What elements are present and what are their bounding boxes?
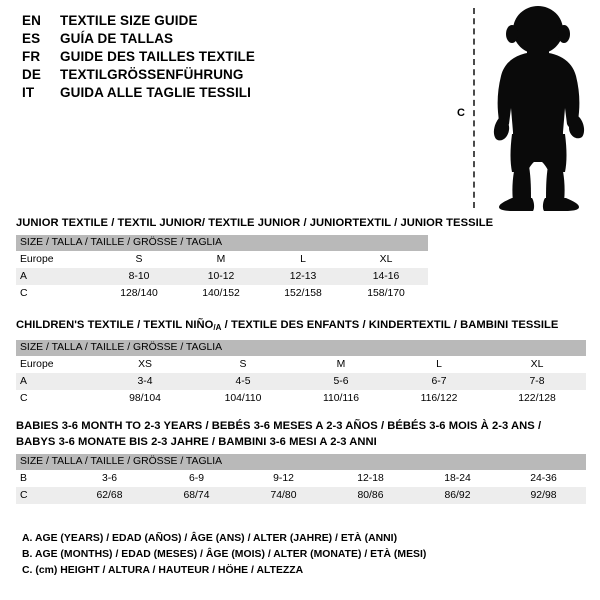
cell: 18-24 (414, 470, 501, 487)
table-band-row: SIZE / TALLA / TAILLE / GRÖSSE / TAGLIA (16, 235, 429, 251)
section-title-babies-line2: BABYS 3-6 MONATE BIS 2-3 JAHRE / BAMBINI… (16, 436, 377, 448)
language-code: ES (22, 31, 41, 46)
cell: 116/122 (390, 390, 488, 407)
row-label: Europe (16, 356, 96, 373)
cell: 98/104 (96, 390, 194, 407)
table-row: B 3-6 6-9 9-12 12-18 18-24 24-36 (16, 470, 587, 487)
cell: 62/68 (66, 487, 153, 504)
cell: 3-6 (66, 470, 153, 487)
cell: 5-6 (292, 373, 390, 390)
junior-size-table: SIZE / TALLA / TAILLE / GRÖSSE / TAGLIA … (16, 235, 429, 302)
cell: 140/152 (180, 285, 262, 302)
language-row: FR GUIDE DES TAILLES TEXTILE (22, 48, 442, 66)
row-label: A (16, 373, 96, 390)
language-code: FR (22, 49, 41, 64)
table-row: C 128/140 140/152 152/158 158/170 (16, 285, 429, 302)
language-row: IT GUIDA ALLE TAGLIE TESSILI (22, 84, 442, 102)
language-row: ES GUÍA DE TALLAS (22, 30, 442, 48)
language-row: DE TEXTILGRÖSSENFÜHRUNG (22, 66, 442, 84)
legend-line-b: B. AGE (MONTHS) / EDAD (MESES) / ÂGE (MO… (22, 549, 427, 560)
cell: M (180, 251, 262, 268)
height-dashed-guideline (473, 8, 475, 208)
cell: 7-8 (488, 373, 587, 390)
language-title: GUIDA ALLE TAGLIE TESSILI (60, 85, 251, 100)
language-code: IT (22, 85, 35, 100)
cell: 6-7 (390, 373, 488, 390)
row-label: C (16, 390, 96, 407)
language-title: GUÍA DE TALLAS (60, 31, 174, 46)
language-title: TEXTILGRÖSSENFÜHRUNG (60, 67, 244, 82)
cell: S (98, 251, 180, 268)
children-size-table: SIZE / TALLA / TAILLE / GRÖSSE / TAGLIA … (16, 340, 587, 407)
band-label: SIZE / TALLA / TAILLE / GRÖSSE / TAGLIA (16, 340, 587, 356)
cell: 128/140 (98, 285, 180, 302)
band-label: SIZE / TALLA / TAILLE / GRÖSSE / TAGLIA (16, 235, 429, 251)
toddler-silhouette-icon (493, 6, 585, 211)
band-label: SIZE / TALLA / TAILLE / GRÖSSE / TAGLIA (16, 454, 587, 470)
table-row: C 98/104 104/110 110/116 116/122 122/128 (16, 390, 587, 407)
section-junior-textile: JUNIOR TEXTILE / TEXTIL JUNIOR/ TEXTILE … (16, 216, 494, 302)
cell: 92/98 (501, 487, 587, 504)
cell: 12-13 (262, 268, 344, 285)
height-measure-label: C (457, 107, 465, 119)
table-band-row: SIZE / TALLA / TAILLE / GRÖSSE / TAGLIA (16, 454, 587, 470)
cell: 122/128 (488, 390, 587, 407)
cell: XS (96, 356, 194, 373)
table-row: A 3-4 4-5 5-6 6-7 7-8 (16, 373, 587, 390)
cell: 6-9 (153, 470, 240, 487)
section-title-babies-line1: BABIES 3-6 MONTH TO 2-3 YEARS / BEBÉS 3-… (16, 420, 542, 432)
cell: 9-12 (240, 470, 327, 487)
cell: 74/80 (240, 487, 327, 504)
row-label: A (16, 268, 98, 285)
cell: 68/74 (153, 487, 240, 504)
cell: XL (344, 251, 429, 268)
cell: 24-36 (501, 470, 587, 487)
section-title-children-post: / TEXTILE DES ENFANTS / KINDERTEXTIL / B… (221, 319, 559, 331)
language-row: EN TEXTILE SIZE GUIDE (22, 12, 442, 30)
cell: 4-5 (194, 373, 292, 390)
legend-line-c: C. (cm) HEIGHT / ALTURA / HAUTEUR / HÖHE… (22, 565, 304, 576)
table-band-row: SIZE / TALLA / TAILLE / GRÖSSE / TAGLIA (16, 340, 587, 356)
table-row: C 62/68 68/74 74/80 80/86 86/92 92/98 (16, 487, 587, 504)
cell: S (194, 356, 292, 373)
table-row: A 8-10 10-12 12-13 14-16 (16, 268, 429, 285)
legend-line-a: A. AGE (YEARS) / EDAD (AÑOS) / ÂGE (ANS)… (22, 533, 398, 544)
cell: 110/116 (292, 390, 390, 407)
cell: L (390, 356, 488, 373)
legend-block: A. AGE (YEARS) / EDAD (AÑOS) / ÂGE (ANS)… (22, 531, 582, 579)
language-title: GUIDE DES TAILLES TEXTILE (60, 49, 256, 64)
cell: 152/158 (262, 285, 344, 302)
cell: 86/92 (414, 487, 501, 504)
language-title-block: EN TEXTILE SIZE GUIDE ES GUÍA DE TALLAS … (22, 12, 442, 102)
cell: 80/86 (327, 487, 414, 504)
row-label: Europe (16, 251, 98, 268)
cell: 10-12 (180, 268, 262, 285)
section-title-children-pre: CHILDREN'S TEXTILE / TEXTIL NIÑO (16, 319, 214, 331)
cell: 104/110 (194, 390, 292, 407)
cell: XL (488, 356, 587, 373)
cell: 8-10 (98, 268, 180, 285)
section-childrens-textile: CHILDREN'S TEXTILE / TEXTIL NIÑO/A / TEX… (16, 318, 587, 407)
row-label: C (16, 285, 98, 302)
height-measurement-figure: C (445, 4, 600, 212)
cell: 14-16 (344, 268, 429, 285)
table-row: Europe S M L XL (16, 251, 429, 268)
language-title: TEXTILE SIZE GUIDE (60, 13, 198, 28)
row-label: B (16, 470, 66, 487)
section-title-children: CHILDREN'S TEXTILE / TEXTIL NIÑO/A / TEX… (16, 318, 586, 335)
babies-size-table: SIZE / TALLA / TAILLE / GRÖSSE / TAGLIA … (16, 454, 587, 504)
language-code: EN (22, 13, 41, 28)
cell: 158/170 (344, 285, 429, 302)
row-label: C (16, 487, 66, 504)
section-title-junior: JUNIOR TEXTILE / TEXTIL JUNIOR/ TEXTILE … (16, 217, 494, 229)
language-code: DE (22, 67, 41, 82)
section-title-children-sub: /A (213, 323, 222, 332)
cell: M (292, 356, 390, 373)
table-row: Europe XS S M L XL (16, 356, 587, 373)
cell: 12-18 (327, 470, 414, 487)
cell: 3-4 (96, 373, 194, 390)
cell: L (262, 251, 344, 268)
section-babies-textile: BABIES 3-6 MONTH TO 2-3 YEARS / BEBÉS 3-… (16, 419, 587, 504)
